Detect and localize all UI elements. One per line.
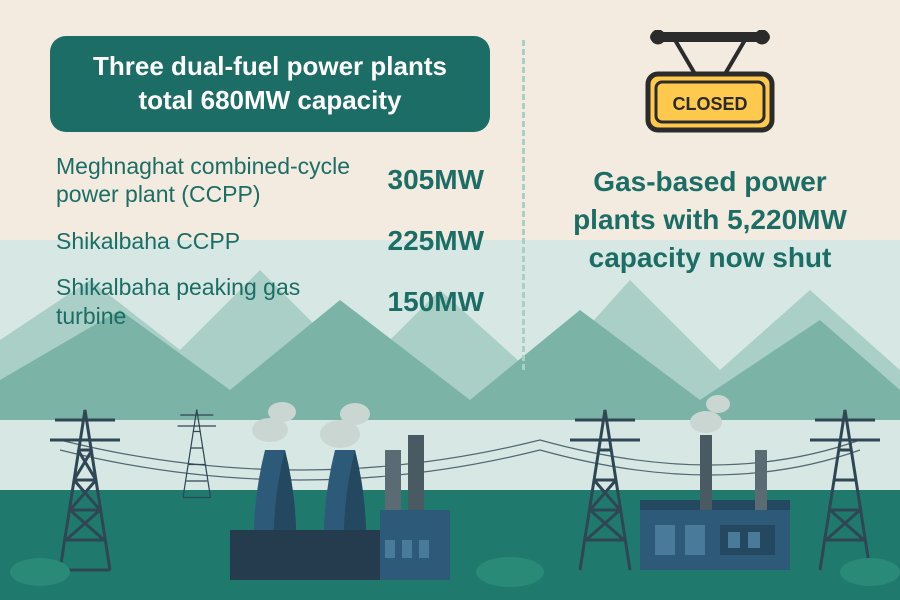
plant-row: Shikalbaha CCPP 225MW [56, 225, 484, 257]
closed-sign-text: CLOSED [672, 94, 747, 114]
header-pill: Three dual-fuel power plants total 680MW… [50, 36, 490, 132]
ground-strip [0, 490, 900, 600]
right-headline: Gas-based power plants with 5,220MW capa… [560, 163, 860, 276]
plant-value: 305MW [388, 164, 484, 196]
plant-name: Shikalbaha peaking gas turbine [56, 273, 388, 331]
vertical-divider [522, 40, 525, 370]
plant-row: Meghnaghat combined-cycle power plant (C… [56, 152, 484, 210]
header-line1: Three dual-fuel power plants [93, 51, 447, 81]
closed-sign-icon: CLOSED [630, 30, 790, 140]
plant-name: Shikalbaha CCPP [56, 227, 388, 256]
left-panel: Three dual-fuel power plants total 680MW… [50, 36, 490, 347]
plant-value: 225MW [388, 225, 484, 257]
right-headline-line2: plants with 5,220MW [573, 204, 847, 235]
right-panel: CLOSED Gas-based power plants with 5,220… [560, 30, 860, 276]
plant-value: 150MW [388, 286, 484, 318]
right-headline-line1: Gas-based power [593, 166, 826, 197]
right-headline-line3: capacity now shut [589, 242, 832, 273]
plant-list: Meghnaghat combined-cycle power plant (C… [50, 152, 490, 331]
plant-name: Meghnaghat combined-cycle power plant (C… [56, 152, 388, 210]
plant-row: Shikalbaha peaking gas turbine 150MW [56, 273, 484, 331]
header-line2: total 680MW capacity [139, 85, 402, 115]
infographic-canvas: Three dual-fuel power plants total 680MW… [0, 0, 900, 600]
